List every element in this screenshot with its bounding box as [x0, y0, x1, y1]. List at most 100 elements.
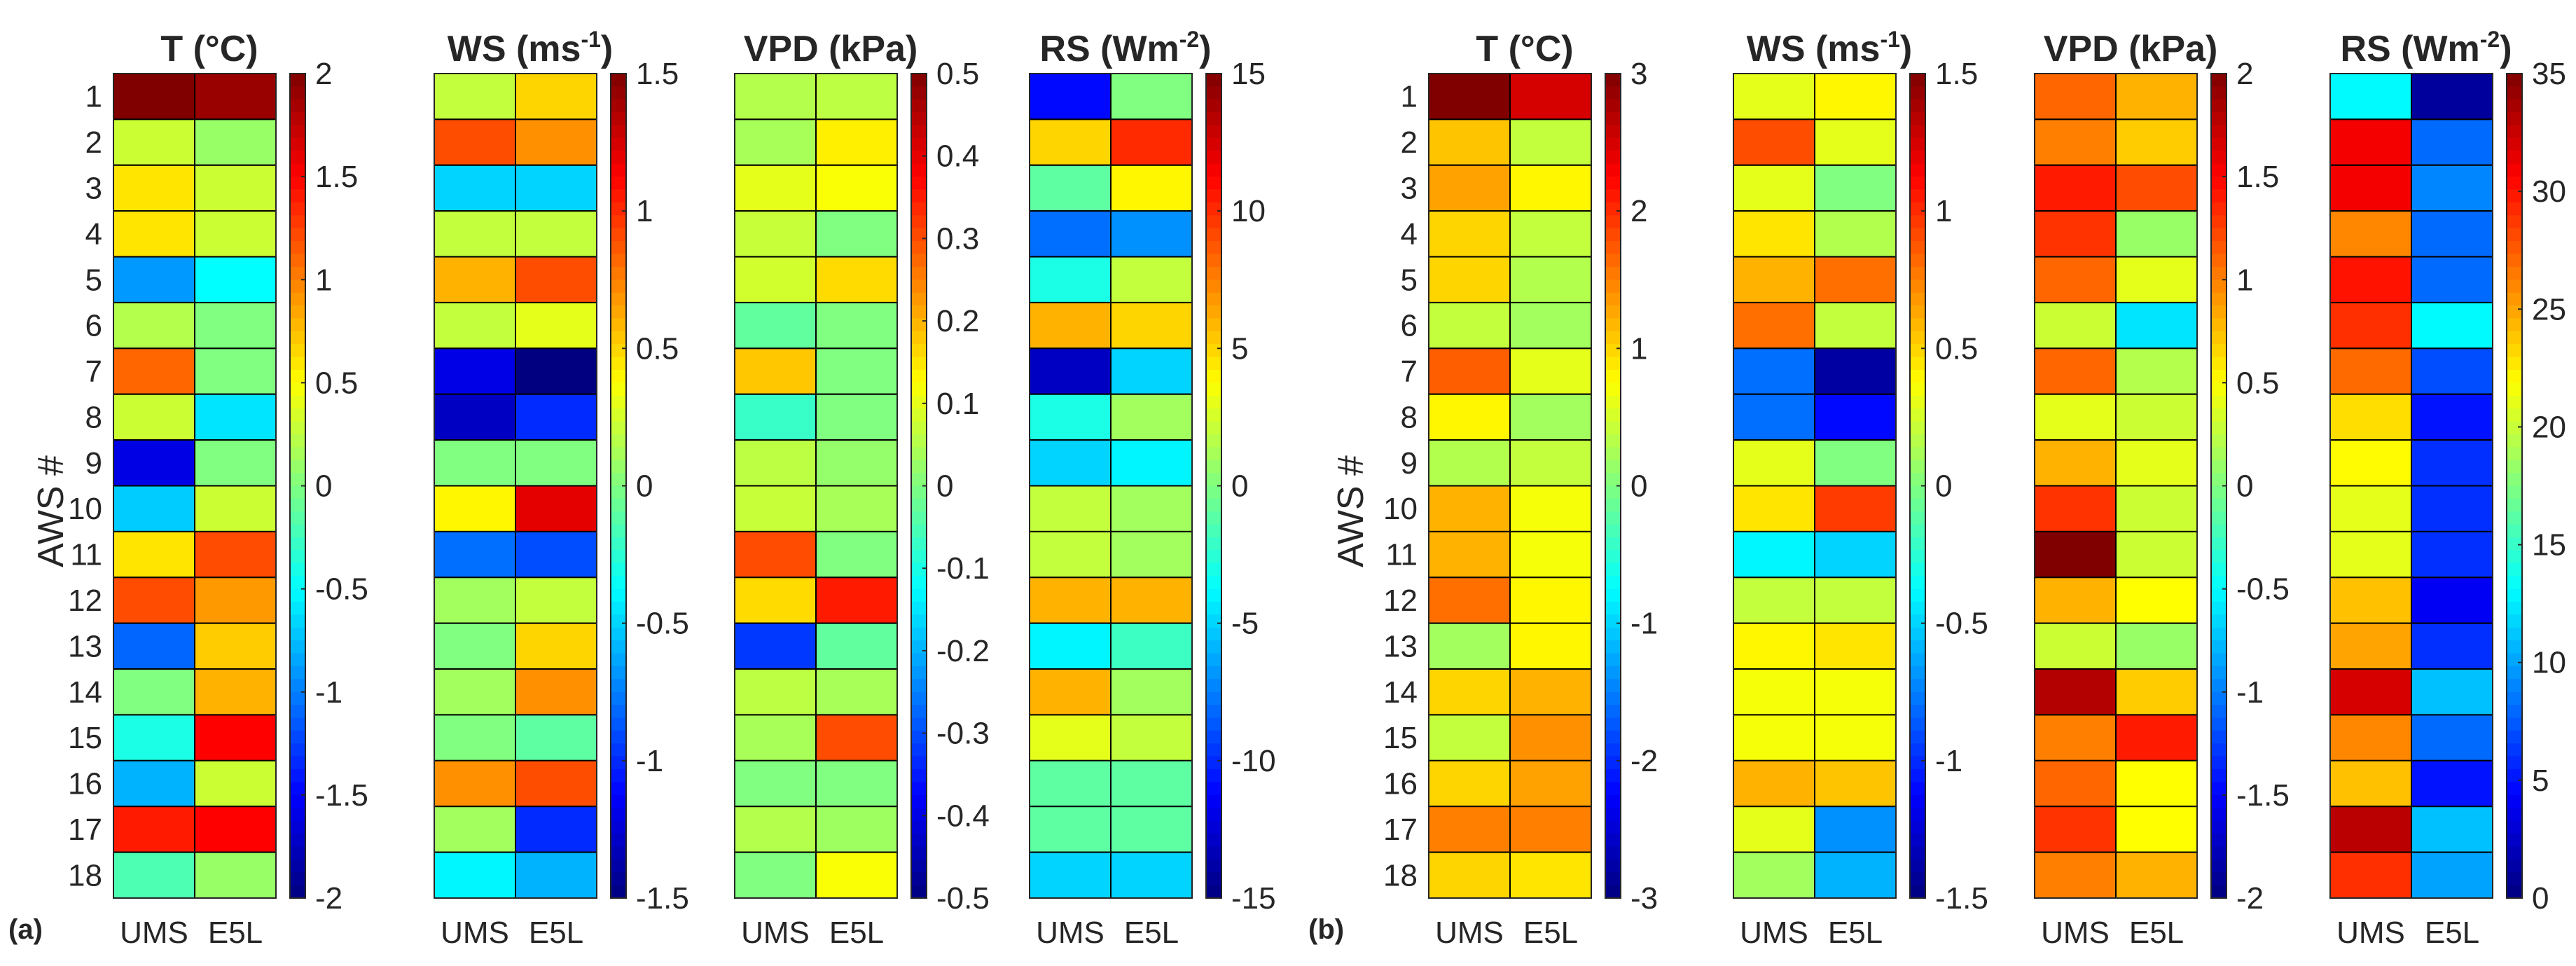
panel-a-t-colorbar-step	[290, 163, 305, 177]
panel-b-vpd-cell-r17-e5l	[2115, 806, 2198, 853]
panel-b-t-colorbar-step	[1605, 782, 1621, 796]
panel-b-rs-colorbar-step	[2507, 498, 2522, 512]
panel-b-vpd-colorbar-step	[2211, 769, 2227, 783]
panel-b-rs-colorbar-step	[2507, 369, 2522, 383]
panel-a-ws-colorbar-step	[611, 872, 626, 886]
panel-b-vpd-cell-r4-ums	[2034, 210, 2117, 258]
panel-a-vpd-colorbar-step	[911, 434, 927, 448]
panel-a-rs-colorbar-step	[1206, 563, 1221, 577]
panel-a-vpd-col-label-e5l: E5L	[829, 916, 884, 950]
panel-b-rs-cell-r13-e5l	[2411, 622, 2493, 670]
panel-b-ws-colorbar-step	[1910, 99, 1925, 113]
panel-a-t-colorbar-step	[290, 202, 305, 216]
panel-a-rs-colorbar-step	[1206, 292, 1221, 306]
panel-b-ws-cell-r12-e5l	[1814, 577, 1897, 624]
panel-a-rs-colorbar-tick-label: -15	[1231, 881, 1276, 916]
panel-a-ws-cell-r16-ums	[434, 759, 516, 808]
panel-b-rs-cell-r12-ums	[2329, 577, 2412, 624]
panel-b-rs-colorbar-step	[2507, 730, 2522, 744]
panel-b-t-colorbar-step	[1605, 421, 1621, 435]
panel-a-vpd-colorbar-step	[911, 498, 927, 512]
panel-a-t-colorbar-step	[290, 808, 305, 822]
panel-b-vpd-colorbar-step	[2211, 498, 2227, 512]
panel-a-t-colorbar-tick-label: -1.5	[315, 778, 368, 813]
panel-b-vpd-colorbar-step	[2211, 576, 2227, 590]
panel-b-ws-cell-r4-ums	[1733, 210, 1815, 258]
panel-a-t-colorbar-step	[290, 447, 305, 461]
panel-b-ws-cell-r9-ums	[1733, 439, 1815, 487]
panel-a-ws-colorbar-step	[611, 125, 626, 139]
panel-b-rs-colorbar-step	[2507, 408, 2522, 422]
panel-a-rs-colorbar-step	[1206, 344, 1221, 358]
panel-b-t-cell-r5-ums	[1428, 256, 1511, 303]
panel-b-rs-colorbar-step	[2507, 550, 2522, 564]
panel-a-vpd-colorbar-step	[911, 602, 927, 616]
panel-b-rs-title-sup: -2	[2480, 27, 2500, 52]
panel-a-t-colorbar-step	[290, 112, 305, 126]
panel-b-ws-col-label-e5l: E5L	[1828, 916, 1883, 950]
panel-b-t-colorbar-step	[1605, 473, 1621, 487]
panel-b-vpd-colorbar-step	[2211, 99, 2227, 113]
panel-a-t-cell-r12-ums	[113, 577, 195, 624]
panel-b-ws-colorbar-step	[1910, 679, 1925, 693]
panel-b-t-cell-r10-e5l	[1509, 485, 1592, 532]
panel-a-rs-cell-r5-ums	[1029, 256, 1112, 303]
panel-a-ws-cell-r16-e5l	[515, 759, 597, 808]
panel-a-ws-cell-r14-ums	[434, 668, 516, 716]
panel-a-rs-colorbar-step	[1206, 498, 1221, 512]
panel-a-rs-colorbar-step	[1206, 163, 1221, 177]
panel-b-vpd-colorbar-tick-label: 2	[2236, 57, 2253, 91]
panel-a-rs-cell-r15-ums	[1029, 714, 1112, 761]
panel-a-vpd-colorbar-step	[911, 885, 927, 899]
panel-b-ws-cell-r10-ums	[1733, 485, 1815, 532]
panel-b-t-colorbar-tick-label: -3	[1630, 881, 1658, 916]
panel-a-t-colorbar-step	[290, 99, 305, 113]
panel-b-rs-cell-r13-ums	[2329, 622, 2412, 670]
panel-a-t-row-label-1: 1	[85, 80, 102, 114]
panel-a-rs-colorbar-step	[1206, 331, 1221, 345]
panel-b-ws-colorbar-step	[1910, 241, 1925, 255]
panel-b-vpd-colorbar-step	[2211, 524, 2227, 538]
panel-a-rs-cell-r13-e5l	[1110, 622, 1193, 670]
panel-b-vpd-title: VPD (kPa)	[2044, 29, 2218, 69]
panel-a-subplot-rs: UMS E5L RS (Wm-2) -15 -10 -5 0 5 10 15	[1029, 27, 1276, 950]
panel-b-vpd-cell-r16-ums	[2034, 759, 2117, 808]
panel-a-ws-colorbar-step	[611, 846, 626, 860]
panel-a-ws-colorbar-step	[611, 369, 626, 383]
panel-b-ws-colorbar-step	[1910, 86, 1925, 100]
panel-b-rs-colorbar-step	[2507, 99, 2522, 113]
panel-b-vpd-colorbar-step	[2211, 112, 2227, 126]
panel-a-t-colorbar-tick-label: 1.5	[315, 160, 358, 194]
panel-a-vpd-colorbar-tick-label: -0.2	[936, 634, 990, 668]
panel-b-rs-colorbar-step	[2507, 665, 2522, 679]
panel-a-vpd-colorbar-step	[911, 640, 927, 654]
panel-b-rs-colorbar-step	[2507, 511, 2522, 525]
panel-a-t-colorbar-step	[290, 421, 305, 435]
panel-a-t-colorbar-step	[290, 241, 305, 255]
panel-a-t-cell-r4-ums	[113, 210, 195, 258]
panel-b-vpd-cell-r15-ums	[2034, 714, 2117, 761]
panel-a-rs-colorbar-step	[1206, 627, 1221, 641]
panel-a-ws-colorbar-tick-label: -1	[636, 744, 663, 778]
panel-b-rs-cell-r16-e5l	[2411, 759, 2493, 808]
panel-b-vpd-colorbar-tick-label: -0.5	[2236, 572, 2290, 607]
panel-b-vpd-frame	[2034, 73, 2198, 899]
panel-b-ws-colorbar-step	[1910, 730, 1925, 744]
panel-b-vpd-colorbar-step	[2211, 808, 2227, 822]
panel-a-ws-colorbar-tick-label: 1	[636, 194, 653, 228]
panel-b-vpd-cell-r7-e5l	[2115, 347, 2198, 395]
panel-b-ws-cell-r11-ums	[1733, 530, 1815, 579]
panel-b-rs-colorbar-step	[2507, 460, 2522, 474]
panel-a-ws-cell-r5-ums	[434, 256, 516, 303]
panel-a-ws-colorbar-step	[611, 550, 626, 564]
panel-b-ws-colorbar-step	[1910, 369, 1925, 383]
panel-b-t-colorbar-step	[1605, 189, 1621, 203]
panel-a-ws-colorbar-step	[611, 588, 626, 602]
panel-b-ws-colorbar-step	[1910, 473, 1925, 487]
panel-a-t-row-label-6: 6	[85, 309, 102, 343]
panel-a-t-colorbar-step	[290, 653, 305, 667]
panel-a-ws-cell-r12-ums	[434, 577, 516, 624]
panel-b-t-row-label-16: 16	[1383, 767, 1418, 801]
panel-a-vpd-colorbar-step	[911, 318, 927, 332]
